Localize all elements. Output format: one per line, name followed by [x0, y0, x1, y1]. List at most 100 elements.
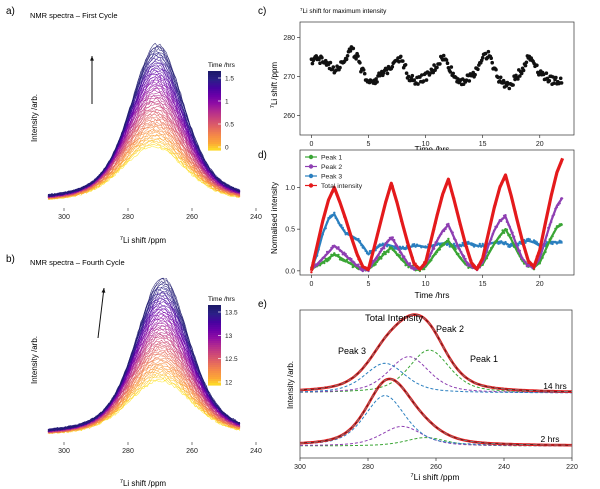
panel-d-point-peak-3	[410, 245, 413, 248]
panel-d-point-total-intensity	[315, 244, 319, 247]
panel-e: e) 300 280 260 240 220 Intensity /arb. 7Li s…	[258, 299, 578, 482]
panel-d-point-peak-2	[554, 207, 557, 210]
panel-d-point-peak-1	[333, 252, 336, 255]
panel-b-colorbar-legend: Time /hrs 13.5 13 12.5 12	[208, 296, 238, 387]
panel-d-point-peak-2	[444, 227, 447, 231]
panel-d-point-peak-2	[315, 264, 319, 267]
panel-b-colorbar-step	[208, 383, 221, 386]
panel-b-ylabel: Intensity /arb.	[30, 336, 39, 384]
panel-d-point-total-intensity	[398, 213, 402, 216]
panel-d-point-total-intensity	[384, 200, 387, 203]
panel-d-point-total-intensity	[348, 231, 352, 234]
panel-d-point-peak-1	[445, 239, 449, 243]
panel-c-title: 7Li shift for maximum intensity	[300, 7, 387, 16]
panel-b-colorbar-step	[208, 351, 221, 354]
panel-d-point-total-intensity	[338, 200, 342, 204]
panel-d-point-total-intensity	[337, 198, 340, 201]
panel-d-point-total-intensity	[445, 183, 449, 186]
panel-c-data-point	[494, 67, 498, 72]
panel-d-point-total-intensity	[394, 197, 397, 200]
panel-a-spectrum-line	[47, 42, 241, 197]
panel-d-point-peak-3	[337, 221, 340, 225]
panel-d-point-total-intensity	[448, 182, 451, 186]
panel-d-point-peak-1	[328, 257, 332, 260]
panel-d-point-peak-3	[478, 242, 481, 246]
panel-d-point-peak-1	[442, 243, 446, 246]
panel-d-point-peak-1	[551, 235, 554, 238]
panel-d-point-peak-1	[337, 253, 340, 257]
panel-b-colorbar-tick-label: 12	[225, 380, 233, 387]
panel-d-point-peak-3	[331, 213, 334, 217]
panel-d-point-total-intensity	[514, 210, 517, 213]
panel-e-label-14hrs: 14 hrs	[543, 381, 567, 391]
panel-d-point-total-intensity	[434, 222, 437, 225]
panel-d-point-peak-1	[547, 242, 550, 245]
panel-d-point-total-intensity	[420, 267, 423, 270]
panel-d-point-peak-2	[407, 263, 410, 267]
panel-d-point-peak-3	[341, 226, 344, 229]
panel-c-data-point	[490, 60, 495, 65]
panel-d-letter: d)	[258, 150, 267, 161]
panel-d-point-peak-3	[345, 231, 349, 235]
panel-d-point-peak-1	[448, 242, 451, 246]
panel-d-point-total-intensity	[328, 196, 332, 199]
panel-b-colorbar-step	[208, 367, 221, 370]
panel-b: b) NMR spectra – Fourth Cycle 300 280 260 2…	[6, 254, 262, 488]
panel-e-label-peak1: Peak 1	[470, 354, 498, 364]
panel-d-point-total-intensity	[558, 164, 561, 167]
panel-d-point-peak-3	[551, 242, 554, 246]
panel-d-point-peak-2	[465, 263, 469, 266]
panel-c-data-point	[444, 58, 449, 62]
panel-c-data-point	[335, 64, 339, 68]
panel-d-point-total-intensity	[508, 190, 511, 194]
panel-d-point-peak-2	[341, 253, 344, 256]
panel-d-point-total-intensity	[462, 239, 466, 242]
panel-d-y-tick-label: 1.0	[285, 185, 295, 192]
panel-d-point-peak-2	[435, 240, 439, 243]
panel-d-point-peak-3	[518, 240, 521, 244]
panel-c-data-point	[519, 71, 524, 76]
panel-d-point-peak-2	[385, 240, 389, 243]
panel-b-arrow-head	[101, 288, 106, 293]
panel-d-point-total-intensity	[350, 236, 353, 239]
panel-c-data-point	[489, 56, 494, 60]
panel-e-trace-14-hrs	[299, 313, 572, 394]
panel-b-colorbar-step	[208, 311, 221, 314]
panel-d-point-peak-2	[440, 232, 443, 236]
panel-d-point-peak-3	[505, 243, 509, 246]
panel-d-point-peak-2	[548, 223, 551, 226]
panel-d-point-peak-1	[460, 257, 463, 260]
panel-a-time-arrow	[90, 56, 94, 104]
panel-d-point-total-intensity	[425, 254, 429, 257]
panel-c-data-point	[401, 59, 405, 63]
panel-d-x-tick-label: 20	[536, 281, 544, 288]
panel-d-point-peak-3	[357, 237, 360, 241]
panel-d-point-peak-3	[461, 241, 464, 245]
panel-b-colorbar-step	[208, 321, 221, 324]
panel-d-point-peak-2	[442, 229, 446, 233]
panel-d-point-peak-3	[321, 233, 324, 236]
panel-d-point-peak-1	[487, 251, 490, 254]
panel-a-x-tick-label: 280	[122, 214, 134, 221]
panel-d-point-total-intensity	[371, 252, 374, 255]
panel-a-colorbar-step	[208, 104, 221, 108]
panel-d-point-total-intensity	[551, 188, 554, 192]
panel-d-point-peak-2	[337, 246, 340, 249]
panel-a: a) NMR spectra – First Cycle 300 280 260 24…	[6, 6, 262, 245]
panel-d-point-total-intensity	[518, 230, 521, 233]
panel-d-point-peak-2	[340, 250, 343, 253]
panel-c-title-sup: 7	[300, 7, 303, 12]
panel-b-colorbar-step	[208, 371, 221, 374]
panel-d-point-peak-1	[384, 252, 387, 256]
panel-d-point-peak-3	[537, 242, 540, 246]
panel-e-label-2hrs: 2 hrs	[541, 434, 560, 444]
panel-d-point-peak-2	[514, 241, 517, 244]
panel-a-colorbar-step	[208, 76, 221, 80]
panel-d-point-peak-3	[327, 216, 330, 220]
panel-a-colorbar-step	[208, 100, 221, 104]
panel-a-colorbar-step	[208, 142, 221, 145]
panel-d-point-peak-2	[375, 257, 379, 260]
panel-c-data-point	[416, 82, 420, 86]
panel-d-point-peak-2	[400, 252, 403, 255]
panel-d-point-peak-2	[432, 247, 436, 250]
